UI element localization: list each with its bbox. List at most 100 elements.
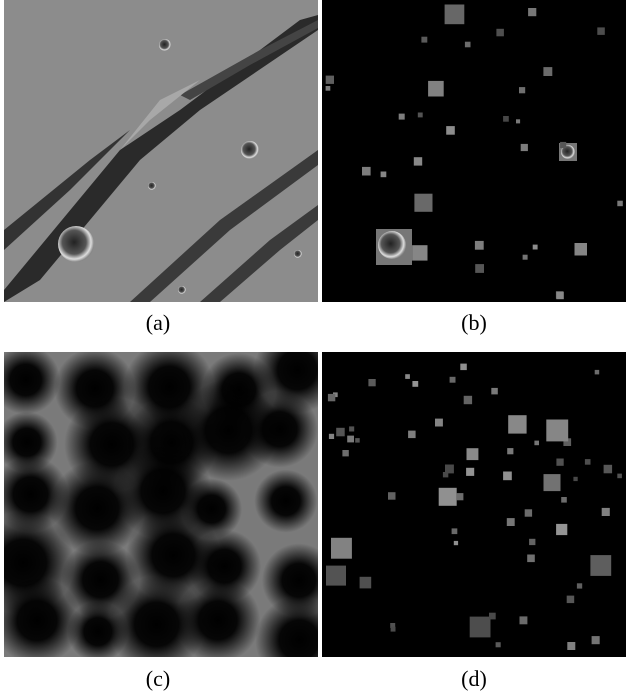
patch: [560, 142, 566, 148]
caption: (c): [146, 666, 170, 691]
patch: [595, 370, 600, 375]
patch: [556, 524, 567, 535]
patch: [475, 264, 484, 273]
patch: [391, 627, 396, 632]
patch: [544, 474, 561, 491]
patch: [525, 509, 532, 516]
patch: [604, 465, 613, 474]
patch: [421, 37, 427, 43]
patch: [328, 394, 335, 401]
patch: [428, 81, 444, 97]
patch: [326, 76, 334, 84]
patch: [456, 493, 463, 500]
patch: [331, 538, 352, 559]
patch: [388, 492, 396, 500]
patch: [508, 415, 526, 433]
patch: [418, 113, 423, 118]
distance-well: [175, 578, 260, 663]
patch: [507, 518, 515, 526]
patch: [347, 436, 354, 443]
patch: [503, 116, 509, 122]
patch: [597, 27, 605, 35]
patch: [326, 566, 346, 586]
patch: [567, 596, 575, 604]
patch: [534, 441, 539, 446]
patch: [556, 459, 563, 466]
patch: [529, 539, 535, 545]
panel-b-image: [322, 0, 626, 302]
patch: [412, 381, 418, 387]
patch: [405, 374, 410, 379]
patch: [533, 245, 538, 250]
patch: [349, 426, 354, 431]
patch: [470, 617, 491, 638]
patch: [446, 126, 455, 135]
patch: [520, 616, 528, 624]
patch: [336, 428, 345, 437]
patch-crater: [378, 231, 406, 259]
patch: [466, 468, 474, 476]
patch: [516, 119, 520, 123]
patch: [575, 243, 588, 256]
patch: [435, 419, 443, 427]
patch: [543, 67, 552, 76]
patch: [342, 450, 348, 456]
patch: [360, 577, 372, 589]
panel-d-image: [322, 352, 626, 657]
patch: [414, 157, 422, 165]
patch: [503, 472, 512, 481]
patch: [329, 434, 334, 439]
patch: [561, 497, 567, 503]
patch: [546, 420, 568, 442]
patch: [408, 431, 416, 439]
caption: (b): [461, 310, 487, 335]
patch: [585, 459, 591, 465]
patch: [519, 87, 525, 93]
caption: (d): [461, 666, 487, 691]
page: {"panels": [{"caption": "(a)"}, {"captio…: [0, 0, 628, 696]
patch: [445, 5, 465, 25]
distance-well: [254, 470, 317, 533]
patch: [381, 172, 387, 178]
patch: [450, 377, 456, 383]
patch: [445, 465, 454, 474]
figure: (a) (b) (c) (d): [0, 0, 628, 696]
patch: [496, 642, 501, 647]
patch: [617, 474, 622, 479]
patch: [355, 438, 360, 443]
patch: [454, 541, 458, 545]
caption: (a): [146, 310, 170, 335]
patch: [521, 144, 528, 151]
patch: [467, 448, 479, 460]
patch: [439, 488, 457, 506]
patch: [489, 613, 496, 620]
patch: [592, 636, 600, 644]
patch: [528, 8, 536, 16]
patch: [412, 245, 427, 260]
panel-c-image: [0, 327, 343, 684]
patch: [475, 241, 484, 250]
patch: [527, 555, 535, 563]
patch: [617, 201, 623, 207]
patch: [491, 388, 498, 395]
patch: [573, 477, 577, 481]
patch: [399, 114, 405, 120]
patch: [507, 448, 513, 454]
distance-well: [241, 391, 318, 468]
patch: [460, 364, 467, 371]
patch: [496, 29, 504, 37]
patch: [464, 396, 472, 404]
patch: [556, 292, 564, 300]
patch: [414, 194, 432, 212]
panel-a-image: [4, 0, 318, 302]
patch: [602, 508, 610, 516]
patch: [567, 642, 575, 650]
patch: [523, 255, 528, 260]
patch: [577, 583, 582, 588]
patch: [590, 555, 611, 576]
patch: [362, 167, 371, 176]
patch: [368, 379, 375, 386]
patch: [465, 42, 471, 48]
patch: [326, 86, 331, 91]
patch: [452, 528, 458, 534]
